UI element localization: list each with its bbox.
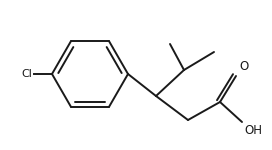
Text: Cl: Cl [21, 69, 32, 79]
Text: OH: OH [244, 124, 262, 137]
Text: O: O [239, 60, 248, 73]
